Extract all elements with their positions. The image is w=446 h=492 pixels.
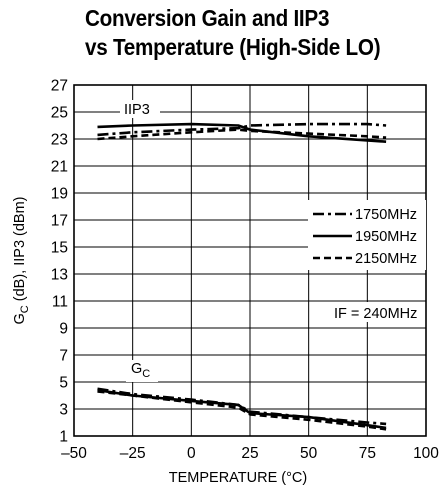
y-tick-label: 5 <box>59 375 68 392</box>
gc-label-background <box>126 360 158 382</box>
gc-label-sub: C <box>142 368 150 380</box>
y-tick-label: 7 <box>59 348 68 365</box>
x-axis-label: TEMPERATURE (°C) <box>169 470 307 486</box>
x-tick-label: –50 <box>61 445 87 462</box>
x-tick-label: 50 <box>300 445 318 462</box>
series-2150mhz-iip3-line <box>97 128 387 141</box>
x-tick-label: –25 <box>120 445 146 462</box>
y-axis-label-rest: (dB), IIP3 (dBm) <box>12 196 28 305</box>
iip3-label-background <box>120 100 160 118</box>
series-layer <box>97 122 387 431</box>
y-tick-label: 13 <box>51 267 68 284</box>
y-tick-label: 21 <box>51 159 68 176</box>
series-1750mhz-iip3-line <box>97 122 387 137</box>
if-annotation: IF = 240MHz <box>334 306 417 322</box>
y-tick-label: 27 <box>51 78 68 95</box>
x-tick-label: 25 <box>241 445 258 462</box>
legend-label-1750mhz: 1750MHz <box>355 207 417 223</box>
legend-label-1950mhz: 1950MHz <box>355 229 417 245</box>
gc-group-label: GC <box>131 361 150 380</box>
iip3-group-label: IIP3 <box>124 102 150 118</box>
y-axis-label: GC (dB), IIP3 (dBm) <box>12 196 31 324</box>
y-tick-label: 17 <box>51 213 68 230</box>
y-tick-label: 1 <box>59 429 68 446</box>
y-tick-label: 25 <box>51 105 68 122</box>
y-axis-label-main: G <box>12 313 28 324</box>
annotation-background <box>330 302 425 322</box>
y-tick-label: 9 <box>59 321 68 338</box>
y-tick-label: 23 <box>51 132 68 149</box>
y-axis-label-sub: C <box>19 305 31 313</box>
y-tick-label: 19 <box>51 186 68 203</box>
x-tick-label: 75 <box>359 445 376 462</box>
series-2150mhz-gc-line <box>97 390 387 431</box>
chart-title-line-1: Conversion Gain and IIP3 <box>85 5 330 31</box>
y-tick-label: 15 <box>51 240 68 257</box>
y-tick-label: 11 <box>52 294 68 311</box>
series-1950mhz-iip3-line <box>97 122 387 143</box>
legend-label-2150mhz: 2150MHz <box>355 251 417 267</box>
x-tick-label: 100 <box>413 445 439 462</box>
x-tick-label: 0 <box>187 445 196 462</box>
chart-title-line-2: vs Temperature (High-Side LO) <box>85 34 381 60</box>
legend: 1750MHz 1950MHz 2150MHz <box>308 200 426 270</box>
y-tick-label: 3 <box>59 402 68 419</box>
gc-label-main: G <box>131 361 142 377</box>
